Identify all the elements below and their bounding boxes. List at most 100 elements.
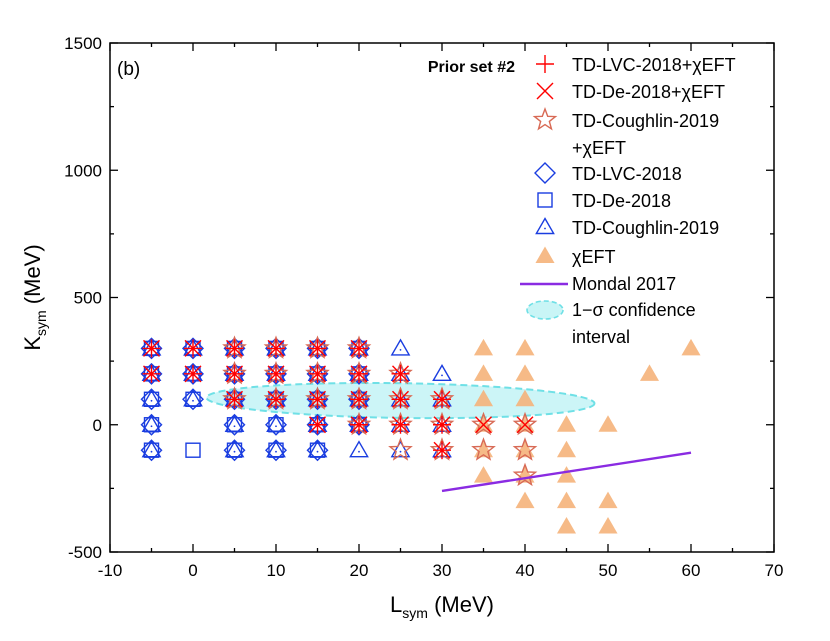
point-td-lvc-2018-eft bbox=[308, 415, 327, 434]
y-tick-label: 500 bbox=[74, 289, 102, 308]
point-td-coughlin-2019 bbox=[349, 440, 369, 458]
legend-label-eft: χEFT bbox=[572, 247, 615, 267]
point-td-lvc-2018-eft bbox=[433, 441, 451, 460]
legend-label-td-lvc-2018-eft: TD-LVC-2018+χEFT bbox=[572, 55, 736, 75]
point-td-lvc-2018 bbox=[265, 439, 287, 462]
point-td-de-2018 bbox=[185, 391, 201, 407]
point-td-lvc-2018 bbox=[182, 388, 204, 411]
point-eft bbox=[473, 389, 494, 407]
point-eft bbox=[473, 364, 494, 381]
point-td-lvc-2018-eft bbox=[391, 390, 410, 409]
y-tick-label: 1500 bbox=[64, 34, 102, 53]
point-eft bbox=[515, 389, 535, 407]
point-td-lvc-2018 bbox=[140, 362, 163, 385]
y-tick-label: 0 bbox=[93, 416, 102, 435]
point-td-lvc-2018-eft bbox=[225, 390, 244, 409]
legend-label-td-coughlin-2019-eft: +χEFT bbox=[572, 138, 626, 158]
legend-swatch-td-lvc-2018 bbox=[534, 162, 556, 184]
point-td-lvc-2018-eft bbox=[433, 390, 451, 409]
point-td-lvc-2018-eft bbox=[184, 364, 202, 383]
point-td-lvc-2018 bbox=[223, 439, 246, 462]
point-td-lvc-2018 bbox=[182, 337, 204, 360]
point-td-lvc-2018-eft bbox=[225, 339, 244, 358]
point-td-coughlin-2019-eft bbox=[471, 411, 496, 436]
legend-label-td-lvc-2018: TD-LVC-2018 bbox=[572, 164, 682, 184]
point-td-coughlin-2019 bbox=[390, 338, 411, 356]
legend-label-td-coughlin-2019-eft: TD-Coughlin-2019 bbox=[572, 111, 719, 131]
x-tick-label: 30 bbox=[433, 561, 452, 580]
legend-label-td-de-2018: TD-De-2018 bbox=[572, 191, 671, 211]
point-td-de-2018-eft bbox=[516, 416, 534, 434]
point-eft bbox=[556, 415, 577, 432]
point-td-lvc-2018-eft bbox=[225, 364, 244, 383]
point-eft bbox=[515, 364, 535, 381]
point-td-coughlin-2019-eft bbox=[388, 437, 413, 461]
legend-label-mondal-2017: Mondal 2017 bbox=[572, 274, 676, 294]
legend-label-confidence-region: interval bbox=[572, 327, 630, 347]
point-eft bbox=[681, 338, 701, 356]
point-td-coughlin-2019-eft bbox=[512, 437, 538, 461]
point-td-lvc-2018-eft bbox=[142, 364, 161, 383]
point-td-de-2018 bbox=[185, 442, 201, 458]
point-td-lvc-2018-eft bbox=[308, 339, 327, 358]
point-td-lvc-2018-eft bbox=[350, 415, 368, 434]
x-tick-label: 60 bbox=[682, 561, 701, 580]
point-eft bbox=[556, 491, 577, 509]
point-eft bbox=[473, 338, 494, 356]
point-eft bbox=[556, 440, 577, 458]
point-eft bbox=[556, 517, 577, 534]
panel-label: (b) bbox=[117, 59, 140, 80]
point-td-lvc-2018-eft bbox=[350, 339, 368, 358]
point-eft bbox=[598, 491, 618, 509]
point-td-lvc-2018 bbox=[140, 337, 163, 360]
point-td-lvc-2018 bbox=[140, 413, 163, 436]
point-td-lvc-2018-eft bbox=[308, 390, 327, 409]
point-td-de-2018 bbox=[268, 417, 284, 433]
point-eft bbox=[473, 466, 494, 483]
point-td-lvc-2018-eft bbox=[350, 364, 368, 383]
point-td-de-2018 bbox=[143, 391, 160, 407]
point-td-lvc-2018-eft bbox=[267, 339, 285, 358]
point-eft bbox=[556, 466, 577, 483]
y-axis-title: Ksym (MeV) bbox=[20, 244, 49, 350]
point-td-coughlin-2019 bbox=[432, 363, 452, 382]
x-tick-label: 20 bbox=[350, 561, 369, 580]
point-td-de-2018 bbox=[226, 442, 243, 458]
legend-title: Prior set #2 bbox=[428, 59, 515, 76]
point-td-de-2018 bbox=[268, 442, 284, 458]
point-td-lvc-2018-eft bbox=[142, 339, 161, 358]
legend-swatch-td-de-2018 bbox=[537, 192, 553, 208]
point-td-lvc-2018 bbox=[223, 413, 246, 436]
point-td-lvc-2018-eft bbox=[308, 364, 327, 383]
point-td-lvc-2018-eft bbox=[391, 364, 410, 383]
point-td-coughlin-2019 bbox=[390, 440, 411, 458]
legend-swatch-eft bbox=[535, 246, 555, 263]
point-td-lvc-2018 bbox=[140, 439, 163, 462]
point-td-coughlin-2019-eft bbox=[471, 437, 496, 461]
point-td-lvc-2018 bbox=[306, 413, 329, 436]
point-td-lvc-2018 bbox=[306, 439, 329, 462]
point-td-de-2018 bbox=[226, 417, 243, 433]
legend-swatch-confidence-region bbox=[526, 300, 564, 320]
legend-swatch-td-coughlin-2019-eft bbox=[532, 106, 558, 131]
series-line-mondal-2017 bbox=[441, 451, 692, 493]
point-td-lvc-2018-eft bbox=[391, 415, 410, 434]
point-td-lvc-2018-eft bbox=[433, 415, 451, 434]
legend-swatch-td-coughlin-2019 bbox=[535, 217, 555, 235]
x-tick-label: 40 bbox=[516, 561, 535, 580]
legend-label-confidence-region: 1−σ confidence bbox=[572, 300, 696, 320]
x-tick-label: -10 bbox=[98, 561, 123, 580]
point-td-lvc-2018 bbox=[140, 388, 163, 411]
point-td-coughlin-2019-eft bbox=[512, 411, 538, 436]
point-td-lvc-2018-eft bbox=[267, 364, 285, 383]
point-eft bbox=[515, 491, 535, 509]
point-td-lvc-2018 bbox=[182, 362, 204, 385]
point-td-de-2018 bbox=[143, 417, 160, 433]
point-td-lvc-2018 bbox=[265, 413, 287, 436]
x-tick-label: 10 bbox=[267, 561, 286, 580]
legend: Prior set #2 TD-LVC-2018+χEFT TD-De-2018 +χ… bbox=[428, 55, 736, 347]
point-eft bbox=[598, 517, 618, 534]
x-tick-label: 50 bbox=[599, 561, 618, 580]
